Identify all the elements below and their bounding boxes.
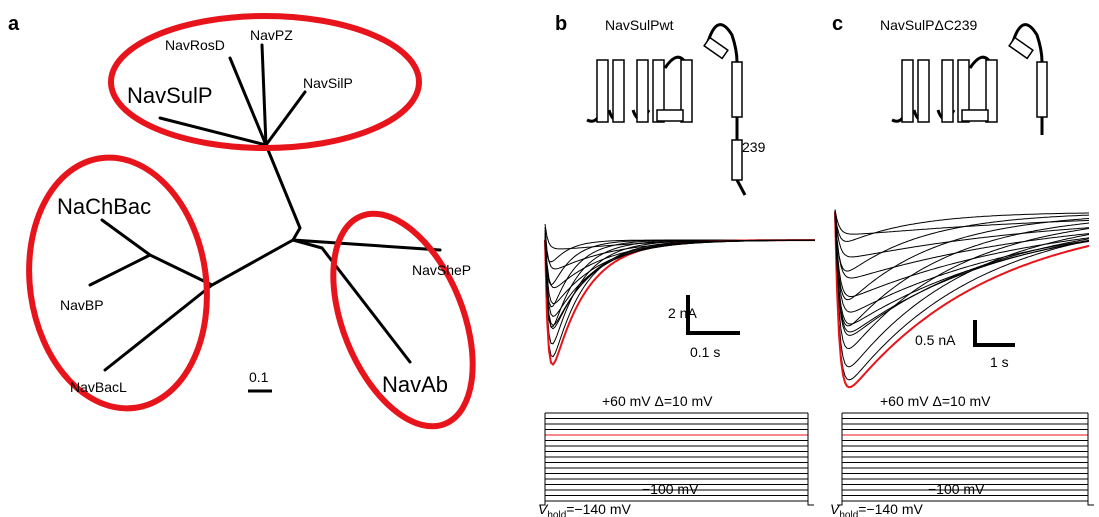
scale-label: 2 nA [668, 305, 697, 321]
hold-symbol: V [830, 501, 841, 517]
current-trace [834, 211, 1090, 272]
protocol-label: −100 mV [928, 481, 985, 497]
protocol-label: +60 mV Δ=10 mV [602, 393, 713, 409]
helix [961, 109, 989, 122]
current-trace [834, 211, 1090, 350]
leaf-label: NavBP [60, 297, 104, 313]
current-trace [834, 211, 1090, 325]
current-trace [544, 227, 815, 270]
leaf-label: NavSheP [412, 262, 471, 278]
helix [703, 36, 729, 60]
tree [88, 43, 442, 393]
leaf-label: NaChBac [57, 194, 151, 219]
helix [612, 59, 625, 123]
current-trace [834, 211, 1090, 313]
helix [652, 59, 665, 123]
loop [735, 179, 747, 196]
helix [901, 59, 914, 123]
hold-symbol: V [538, 501, 549, 517]
scale-label: 1 s [990, 354, 1009, 370]
current-trace [834, 210, 1090, 279]
helix [731, 61, 743, 118]
clade-oval [330, 210, 476, 430]
clade-oval [26, 154, 210, 412]
panel-label: b [555, 13, 567, 35]
current-trace [834, 209, 1090, 258]
hold-value: =−140 mV [566, 501, 631, 517]
helix [596, 59, 609, 123]
holding-line [837, 413, 1094, 506]
branch [88, 43, 442, 372]
scale-label: 0.1 s [690, 344, 720, 360]
leaf-label: NavAb [382, 372, 448, 397]
current-trace [834, 211, 1090, 333]
current-trace [544, 224, 815, 250]
hold-label: Vhold=−140 mV [830, 501, 924, 517]
leaf-label: NavRosD [165, 37, 225, 53]
helix [636, 59, 649, 123]
helix [1008, 36, 1034, 60]
hold-value: =−140 mV [858, 501, 923, 517]
scale-bar [973, 320, 1015, 347]
leaf-label: NavPZ [250, 27, 293, 43]
scale-label: 0.1 [249, 369, 269, 385]
leaf-label: NavBacL [70, 379, 127, 395]
current-trace [834, 211, 1090, 381]
hold-subscript: hold [547, 510, 566, 517]
clade-oval [108, 13, 422, 151]
residue-label: 239 [742, 139, 766, 155]
leaf-label: NavSulP [127, 83, 213, 108]
helix [656, 109, 684, 122]
panel-label: a [8, 13, 20, 35]
protocol-label: −100 mV [642, 481, 699, 497]
current-trace [834, 209, 1090, 235]
scale-bar [686, 295, 740, 335]
helix [680, 59, 693, 123]
current-trace [834, 210, 1090, 298]
current-trace [834, 211, 1090, 389]
panel-label: c [832, 13, 843, 35]
protocol-label: +60 mV Δ=10 mV [880, 393, 991, 409]
hold-label: Vhold=−140 mV [538, 501, 632, 517]
current-trace [834, 211, 1089, 242]
construct-name: NavSulPwt [605, 17, 674, 33]
helix [985, 59, 998, 123]
construct-name: NavSulPΔC239 [880, 17, 978, 33]
scale-label: 0.5 nA [915, 332, 956, 348]
hold-subscript: hold [839, 510, 858, 517]
current-trace [834, 211, 1090, 327]
helix [957, 59, 970, 123]
helix [917, 59, 930, 123]
holding-line [540, 413, 814, 506]
leaf-label: NavSilP [303, 75, 353, 91]
helix [731, 139, 743, 181]
helix [941, 59, 954, 123]
helix [1036, 61, 1048, 118]
